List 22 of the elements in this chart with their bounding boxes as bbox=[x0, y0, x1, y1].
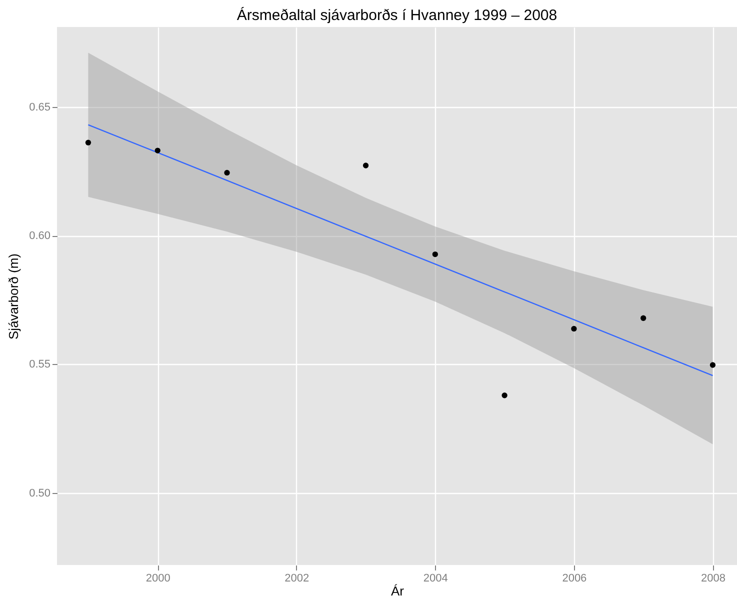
point bbox=[710, 362, 716, 368]
y-tick-label: 0.65 bbox=[29, 101, 50, 114]
y-tick-label: 0.50 bbox=[29, 487, 50, 500]
x-tick-label: 2002 bbox=[284, 572, 310, 584]
point bbox=[154, 148, 160, 154]
x-tick-label: 2006 bbox=[562, 572, 587, 584]
point bbox=[224, 170, 230, 176]
x-tick-label: 2000 bbox=[146, 572, 170, 584]
point bbox=[571, 326, 577, 332]
x-tick-label: 2008 bbox=[700, 572, 726, 584]
point bbox=[362, 162, 369, 168]
point bbox=[640, 315, 646, 321]
y-axis-title: Sjávarborð (m) bbox=[6, 254, 22, 340]
point bbox=[432, 251, 438, 258]
line-series bbox=[88, 124, 714, 376]
x-axis-title: Ár bbox=[391, 584, 405, 598]
point bbox=[502, 392, 508, 398]
x-tick-label: 2004 bbox=[423, 572, 448, 584]
chart-title: Ársmeðaltal sjávarborðs í Hvanney 1999 – 2008 bbox=[236, 6, 558, 24]
y-tick-label: 0.55 bbox=[29, 358, 50, 371]
point bbox=[85, 140, 92, 146]
y-tick-label: 0.60 bbox=[29, 230, 50, 242]
